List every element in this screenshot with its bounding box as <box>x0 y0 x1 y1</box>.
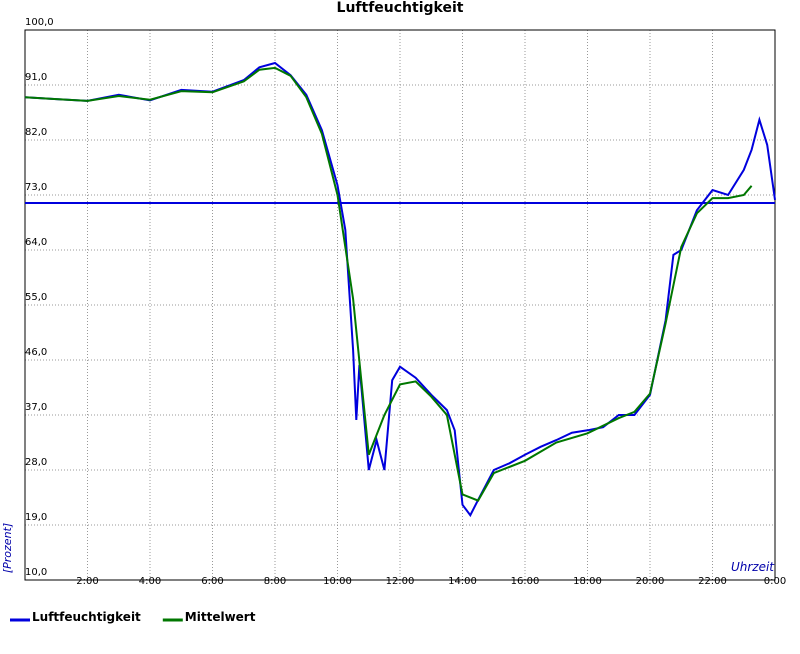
x-tick-label: 8:00 <box>264 576 286 587</box>
y-tick-label: 10,0 <box>25 567 47 578</box>
data-line <box>24 61 776 518</box>
y-tick-label: 46,0 <box>25 347 47 358</box>
y-tick-label: 73,0 <box>25 182 47 193</box>
data-line <box>24 66 753 502</box>
legend-label: Mittelwert <box>185 610 256 624</box>
y-tick-label: 82,0 <box>25 127 47 138</box>
y-tick-label: 37,0 <box>25 402 47 413</box>
x-tick-label: 22:00 <box>698 576 727 587</box>
y-tick-label: 55,0 <box>25 292 47 303</box>
chart-title: Luftfeuchtigkeit <box>337 0 464 16</box>
y-tick-label: 64,0 <box>25 237 47 248</box>
x-axis-label: Uhrzeit <box>731 560 775 574</box>
x-tick-label: 14:00 <box>448 576 477 587</box>
plot-frame <box>24 29 776 581</box>
legend-label: Luftfeuchtigkeit <box>32 610 141 624</box>
y-tick-label: 100,0 <box>25 17 54 28</box>
x-tick-label: 20:00 <box>636 576 665 587</box>
x-tick-label: 10:00 <box>323 576 352 587</box>
x-tick-label: 12:00 <box>386 576 415 587</box>
y-tick-label: 28,0 <box>25 457 47 468</box>
x-tick-label: 4:00 <box>139 576 161 587</box>
x-tick-label: 16:00 <box>511 576 540 587</box>
x-tick-label: 0:00 <box>764 576 786 587</box>
x-tick-label: 2:00 <box>76 576 98 587</box>
x-tick-label: 6:00 <box>201 576 223 587</box>
x-tick-label: 18:00 <box>573 576 602 587</box>
y-axis-label: [Prozent] <box>1 523 14 573</box>
y-tick-label: 19,0 <box>25 512 47 523</box>
y-tick-label: 91,0 <box>25 72 47 83</box>
